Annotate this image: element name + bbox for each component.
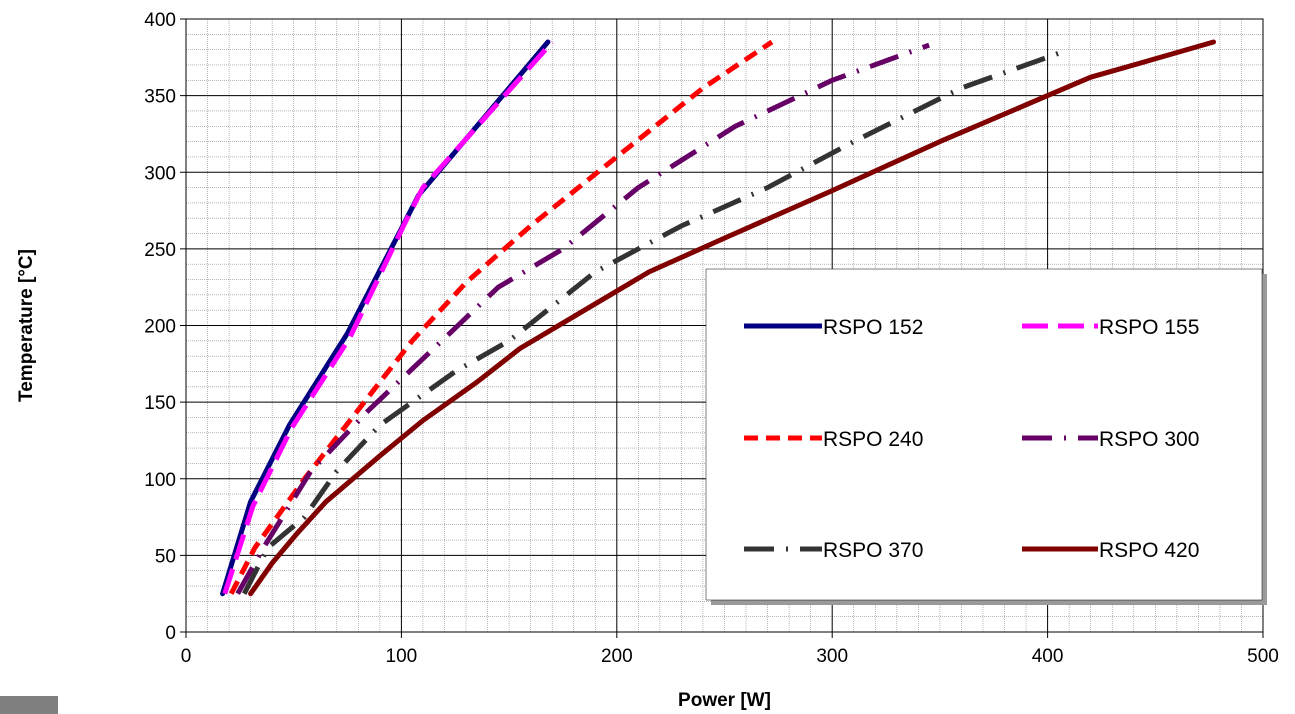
x-axis: 0 100 200 300 400 500	[181, 632, 1279, 667]
series-line-rspo-300	[235, 42, 930, 595]
y-tick-label: 150	[144, 393, 176, 414]
y-tick-label: 200	[144, 317, 176, 338]
legend-label-rspo-370: RSPO 370	[823, 539, 923, 562]
x-tick-label: 300	[816, 646, 848, 667]
series-layer	[220, 39, 1216, 597]
y-tick-label: 250	[144, 240, 176, 261]
legend-label-rspo-155: RSPO 155	[1099, 316, 1199, 339]
x-tick-label: 500	[1247, 646, 1279, 667]
legend-label-rspo-240: RSPO 240	[823, 428, 923, 451]
corner-block	[0, 696, 58, 714]
y-tick-label: 400	[144, 10, 176, 31]
x-tick-label: 200	[601, 646, 633, 667]
series-line-rspo-240	[228, 39, 774, 595]
y-tick-label: 350	[144, 87, 176, 108]
x-tick-label: 100	[386, 646, 418, 667]
y-tick-label: 50	[155, 546, 176, 567]
y-tick-label: 100	[144, 470, 176, 491]
y-axis-title: Temperature [°C]	[16, 249, 37, 402]
x-axis-title: Power [W]	[678, 690, 771, 711]
legend-label-rspo-300: RSPO 300	[1099, 428, 1199, 451]
legend: RSPO 152 RSPO 155 RSPO 240 RSPO 300 RSPO 370…	[705, 268, 1267, 605]
legend-label-rspo-152: RSPO 152	[823, 316, 923, 339]
y-tick-label: 0	[165, 623, 176, 644]
series-line-rspo-152	[220, 39, 551, 597]
series-line-rspo-370	[241, 47, 1070, 595]
x-tick-label: 0	[181, 646, 192, 667]
y-axis: 0 50 100 150 200 250 300 350 400	[144, 10, 186, 644]
legend-label-rspo-420: RSPO 420	[1099, 539, 1199, 562]
series-line-rspo-155	[222, 40, 555, 595]
y-tick-label: 300	[144, 163, 176, 184]
x-tick-label: 400	[1032, 646, 1064, 667]
series-line-rspo-420	[248, 39, 1216, 597]
